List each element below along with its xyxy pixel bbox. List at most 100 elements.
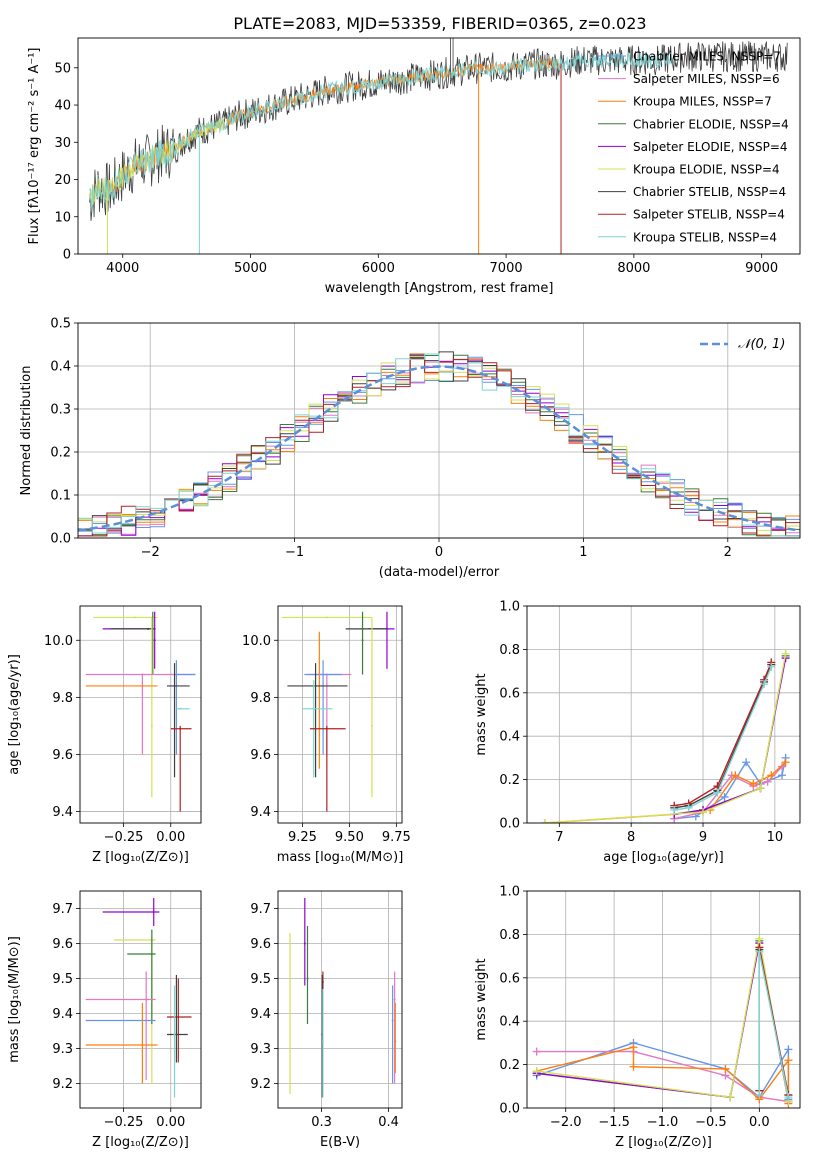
data-point <box>153 639 156 642</box>
y-tick-label: 9.6 <box>250 748 271 763</box>
plus-marker <box>760 680 769 689</box>
plot-frame <box>277 605 403 824</box>
plus-marker <box>784 1056 793 1065</box>
plus-marker <box>713 788 722 797</box>
plot-area <box>289 898 397 1098</box>
y-tick-label: 0 <box>63 248 71 263</box>
x-tick-label: 7 <box>555 830 563 845</box>
plus-marker <box>784 1093 793 1102</box>
y-tick-label: 0.8 <box>499 928 520 943</box>
legend-label: Chabrier STELIB, NSSP=4 <box>633 185 786 199</box>
legend-label: Chabrier MILES, NSSP=7 <box>633 50 781 64</box>
plus-marker <box>670 805 679 814</box>
y-tick-label: 10 <box>54 210 71 225</box>
data-point <box>147 627 150 630</box>
y-tick-label: 9.4 <box>250 805 271 820</box>
plus-marker <box>778 771 787 780</box>
y-tick-label: 10.0 <box>44 634 73 649</box>
x-axis-label: E(B-V) <box>320 1135 360 1150</box>
y-tick-label: 0.5 <box>50 317 71 332</box>
spectrum-line <box>89 117 225 206</box>
y-tick-label: 9.4 <box>52 805 73 820</box>
gaussian-curve <box>78 365 800 532</box>
plus-marker <box>781 758 790 767</box>
y-tick-label: 30 <box>54 136 71 151</box>
y-tick-label: 0.2 <box>499 773 520 788</box>
data-point <box>141 673 144 676</box>
plot-area <box>281 611 395 812</box>
x-axis-label: wavelength [Angstrom, rest frame] <box>325 281 554 296</box>
y-tick-label: 9.7 <box>250 902 271 917</box>
y-tick-label: 9.5 <box>52 972 73 987</box>
y-tick-label: 0.6 <box>499 971 520 986</box>
x-tick-label: −2.0 <box>550 1115 582 1130</box>
y-tick-label: 0.3 <box>50 403 71 418</box>
y-axis-label: mass weight <box>474 673 489 755</box>
plus-marker <box>629 1062 638 1071</box>
data-point <box>325 616 328 619</box>
data-point <box>173 1033 176 1036</box>
data-point <box>312 707 315 710</box>
plot-frame <box>526 890 801 1109</box>
y-tick-label: 50 <box>54 61 71 76</box>
plus-marker <box>749 779 758 788</box>
data-point <box>173 684 176 687</box>
y-tick-label: 9.3 <box>52 1042 73 1057</box>
legend-label: Kroupa ELODIE, NSSP=4 <box>633 163 780 177</box>
x-tick-label: 0 <box>435 545 443 560</box>
y-tick-label: 1.0 <box>499 600 520 615</box>
series-line <box>544 653 787 823</box>
x-tick-label: 8000 <box>617 261 650 276</box>
x-tick-label: −0.5 <box>695 1115 727 1130</box>
data-point <box>289 1012 292 1015</box>
y-tick-label: 9.2 <box>250 1077 271 1092</box>
y-tick-label: 9.6 <box>52 937 73 952</box>
legend-label: Salpeter ELODIE, NSSP=4 <box>633 140 788 154</box>
histogram-step <box>78 353 800 537</box>
data-point <box>314 684 317 687</box>
data-point <box>133 616 136 619</box>
plus-marker <box>721 1064 730 1073</box>
y-tick-label: 0.0 <box>499 1102 520 1117</box>
data-point <box>175 1033 178 1036</box>
y-tick-label: 20 <box>54 173 71 188</box>
data-point <box>303 942 306 945</box>
x-tick-label: 0.00 <box>156 1115 185 1130</box>
plot-area <box>540 649 790 823</box>
y-tick-label: 9.8 <box>250 691 271 706</box>
x-tick-label: 1 <box>579 545 587 560</box>
plus-marker <box>756 784 765 793</box>
y-tick-label: 9.7 <box>52 902 73 917</box>
x-tick-label: 0.4 <box>378 1115 399 1130</box>
y-axis-label: age [log₁₀(age/yr)] <box>7 654 22 775</box>
x-tick-label: 4000 <box>106 261 139 276</box>
data-point <box>179 707 182 710</box>
y-axis-label: mass weight <box>474 958 489 1040</box>
data-point <box>141 684 144 687</box>
y-tick-label: 0.0 <box>499 817 520 832</box>
x-tick-label: 10 <box>767 830 784 845</box>
x-tick-label: 7000 <box>490 261 523 276</box>
x-axis-label: Z [log₁₀(Z/Z⊙)] <box>615 1135 712 1150</box>
plot-frame <box>526 605 801 824</box>
y-tick-label: 9.3 <box>250 1042 271 1057</box>
x-tick-label: 0.00 <box>156 830 185 845</box>
x-tick-label: −0.25 <box>104 1115 144 1130</box>
y-tick-label: 0.4 <box>50 360 71 375</box>
x-tick-label: 2 <box>724 545 732 560</box>
plus-marker <box>778 762 787 771</box>
x-axis-label: Z [log₁₀(Z/Z⊙)] <box>92 850 189 865</box>
data-point <box>361 639 364 642</box>
data-point <box>150 724 153 727</box>
y-axis-label: Flux [fλ10⁻¹⁷ erg cm⁻² s⁻¹ A⁻¹] <box>27 48 42 245</box>
data-point <box>321 1040 324 1043</box>
histogram-step <box>78 356 800 537</box>
series-line <box>674 766 783 820</box>
series-line <box>674 655 787 815</box>
plus-marker <box>720 792 729 801</box>
spectrum-line <box>89 51 673 212</box>
y-tick-label: 9.8 <box>52 691 73 706</box>
y-tick-label: 0.2 <box>50 446 71 461</box>
plot-frame <box>277 890 403 1109</box>
